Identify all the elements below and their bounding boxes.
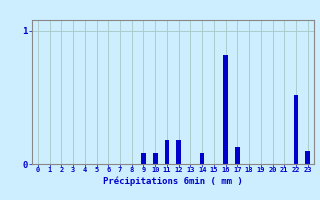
Bar [153,153,157,164]
Bar [223,55,228,164]
Bar [235,147,240,164]
Bar [176,140,181,164]
Bar [200,153,204,164]
Bar [141,153,146,164]
Bar [294,95,298,164]
Bar [305,151,310,164]
Bar [164,140,169,164]
X-axis label: Précipitations 6min ( mm ): Précipitations 6min ( mm ) [103,176,243,186]
